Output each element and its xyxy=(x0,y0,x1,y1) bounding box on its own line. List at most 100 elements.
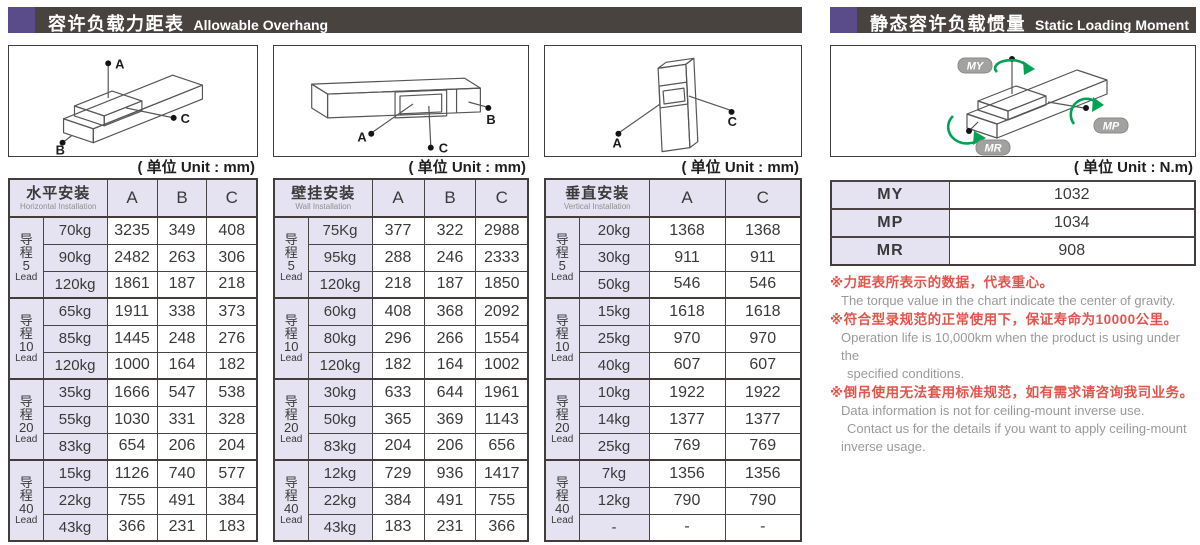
value-cell: 1356 xyxy=(648,459,726,488)
load-cell: 65kg xyxy=(42,297,108,326)
value-cell: 491 xyxy=(423,486,477,515)
lead-cell: 导程 40 Lead xyxy=(544,459,580,542)
value-cell: 911 xyxy=(724,243,802,272)
lead-char: 程 xyxy=(555,487,569,503)
load-cell: 35kg xyxy=(42,378,108,407)
value-cell: 377 xyxy=(371,216,425,245)
note-en: specified conditions. xyxy=(847,366,965,381)
value-cell: - xyxy=(648,513,726,542)
vertical-installation-diagram: A C xyxy=(544,45,802,157)
value-cell: 2988 xyxy=(475,216,529,245)
value-cell: 263 xyxy=(156,243,208,272)
point-c-dot xyxy=(728,108,735,115)
table-row: MP 1034 xyxy=(830,208,1196,238)
lead-char: 程 xyxy=(19,325,33,341)
load-cell: 12kg xyxy=(578,486,650,515)
value-cell: 369 xyxy=(423,405,477,434)
lead-cell: 导程 10 Lead xyxy=(273,297,309,380)
value-cell: 2482 xyxy=(106,243,158,272)
load-cell: 80kg xyxy=(307,324,373,353)
value-cell: 546 xyxy=(648,270,726,299)
unit-label-mm: ( 单位 Unit : mm) xyxy=(681,159,800,176)
overhang-title-zh: 容许负载力距表 xyxy=(48,14,185,34)
lead-char: 程 xyxy=(284,325,298,341)
load-cell: 40kg xyxy=(578,351,650,380)
column-header: B xyxy=(423,178,477,218)
mp-badge xyxy=(1093,117,1129,134)
point-c-dot xyxy=(170,114,177,121)
lead-char: 导 xyxy=(19,312,33,328)
allowable-overhang-panel: 容许负载力距表 Allowable Overhang xyxy=(8,7,802,542)
point-b-dot xyxy=(485,104,492,111)
installation-name-zh: 垂直安装 xyxy=(565,184,630,202)
table-header-row: 壁挂安装 Wall Installation A B C xyxy=(273,178,529,218)
value-cell: 1002 xyxy=(475,351,529,380)
lead-char: 程 xyxy=(284,487,298,503)
value-cell: 182 xyxy=(206,351,258,380)
table-row: MY 1032 xyxy=(830,180,1196,210)
table-row: 导程 10 Lead 60kg 408 368 2092 xyxy=(273,297,529,380)
static-moment-table: MY 1032 MP 1034 MR 908 xyxy=(830,180,1196,266)
wall-actuator-drawing: A B C xyxy=(311,77,496,156)
value-cell: 218 xyxy=(206,270,258,299)
value-cell: 1445 xyxy=(106,324,158,353)
lead-cell: 导程 5 Lead xyxy=(8,216,44,299)
load-cell: 120kg xyxy=(42,351,108,380)
value-cell: 644 xyxy=(423,378,477,407)
table-row: 85kg 1445 248 276 xyxy=(9,324,258,353)
value-cell: 338 xyxy=(156,297,208,326)
load-cell: 90kg xyxy=(42,243,108,272)
value-cell: 607 xyxy=(648,351,726,380)
point-c-label: C xyxy=(181,111,190,126)
value-cell: 2092 xyxy=(475,297,529,326)
point-a-label: A xyxy=(612,136,621,151)
table-row: 80kg 296 266 1554 xyxy=(274,324,529,353)
lead-word: Lead xyxy=(15,433,38,445)
table-row: 50kg 365 369 1143 xyxy=(274,405,529,434)
load-cell: 43kg xyxy=(42,513,108,542)
lead-word: Lead xyxy=(551,271,574,283)
moment-title-en: Static Loading Moment xyxy=(1035,17,1189,33)
table-row: 83kg 654 206 204 xyxy=(9,432,258,461)
point-c-dot xyxy=(427,144,434,151)
value-cell: 1030 xyxy=(106,405,158,434)
value-cell: 322 xyxy=(423,216,477,245)
lead-char: 20 xyxy=(555,419,570,435)
column-header: C xyxy=(206,178,258,218)
my-arrow-head xyxy=(1023,61,1035,75)
wall-installation-diagram: A B C xyxy=(273,45,529,157)
overhang-title-en: Allowable Overhang xyxy=(193,17,329,33)
value-cell: 164 xyxy=(156,351,208,380)
lead-word: Lead xyxy=(280,271,303,283)
value-cell: 607 xyxy=(724,351,802,380)
value-cell: 755 xyxy=(106,486,158,515)
mp-badge-label: MP xyxy=(1103,121,1120,133)
value-cell: 182 xyxy=(371,351,425,380)
value-cell: 331 xyxy=(156,405,208,434)
value-cell: 248 xyxy=(156,324,208,353)
table-row: 43kg 183 231 366 xyxy=(274,513,529,542)
load-cell: 22kg xyxy=(42,486,108,515)
load-cell: 50kg xyxy=(307,405,373,434)
lead-char: 程 xyxy=(555,406,569,422)
installation-name-en: Horizontal Installation xyxy=(20,201,97,211)
column-header: B xyxy=(156,178,208,218)
lead-word: Lead xyxy=(15,352,38,364)
load-cell: 25kg xyxy=(578,432,650,461)
value-cell: 970 xyxy=(724,324,802,353)
lead-char: 程 xyxy=(19,406,33,422)
moment-title-zh: 静态容许负载惯量 xyxy=(870,14,1026,34)
lead-cell: 导程 10 Lead xyxy=(544,297,580,380)
moment-diagram: MY MP MR xyxy=(830,45,1196,157)
horizontal-installation-diagram: A B C xyxy=(8,45,258,157)
installation-name-en: Vertical Installation xyxy=(563,201,631,211)
value-cell: 740 xyxy=(156,459,208,488)
table-row: MR 908 xyxy=(830,236,1196,266)
load-cell: 30kg xyxy=(578,243,650,272)
value-cell: 373 xyxy=(206,297,258,326)
lead-char: 导 xyxy=(19,231,33,247)
load-cell: 75Kg xyxy=(307,216,373,245)
lead-word: Lead xyxy=(280,433,303,445)
value-cell: 729 xyxy=(371,459,425,488)
